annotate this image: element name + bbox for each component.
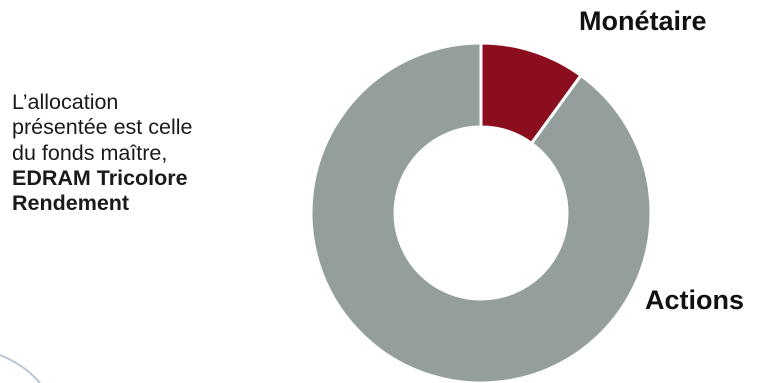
caption-fund-name-line-2: Rendement xyxy=(12,191,130,216)
caption-line-3: du fonds maître, xyxy=(12,140,168,165)
caption-line-2: présentée est celle xyxy=(12,115,193,140)
caption-fund-name-line-1: EDRAM Tricolore xyxy=(12,166,188,191)
slice-label-monetaire: Monétaire xyxy=(579,6,707,36)
donut-slice-actions xyxy=(309,41,653,383)
allocation-caption: L’allocation présentée est celle du fond… xyxy=(12,90,292,217)
slice-label-actions: Actions xyxy=(645,285,745,315)
decorative-corner-arc xyxy=(0,354,41,383)
caption-line-1: L’allocation xyxy=(12,90,119,114)
